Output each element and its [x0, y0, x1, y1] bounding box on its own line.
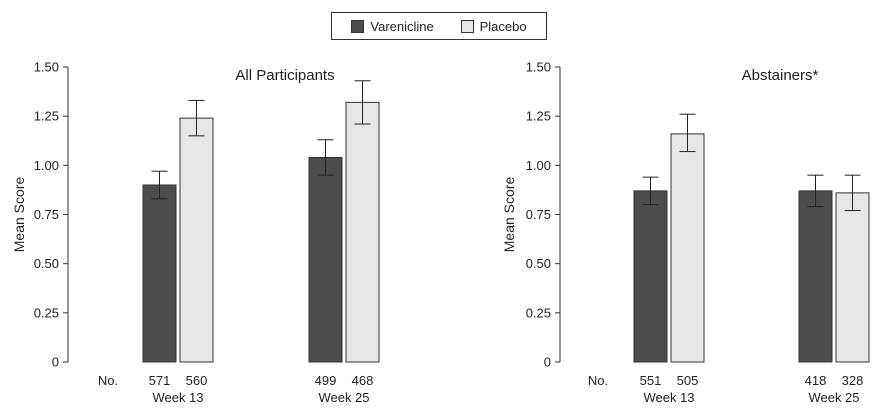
chart-1-n-label: No. — [98, 373, 118, 388]
chart-2-y-axis-label: Mean Score — [501, 177, 517, 253]
chart-2-category-label: Week 13 — [643, 390, 694, 405]
chart-2-title: Abstainers* — [742, 67, 819, 84]
chart-1-y-tick-label: 0.25 — [34, 305, 59, 320]
chart-1-n-value-varenicline: 499 — [315, 373, 337, 388]
chart-1-y-tick-label: 0 — [52, 355, 59, 370]
chart-2-n-value-varenicline: 418 — [805, 373, 827, 388]
chart-1-bar-placebo — [345, 101, 380, 363]
legend-label-placebo: Placebo — [479, 18, 527, 34]
chart-1-title: All Participants — [235, 67, 334, 84]
chart-2-bar-varenicline — [798, 190, 833, 363]
chart-1-y-tick-label: 0.75 — [34, 207, 59, 222]
chart-2-y-tick-label: 1.25 — [526, 109, 551, 124]
chart-legend: Varenicline Placebo — [331, 12, 547, 40]
chart-1-n-value-placebo: 560 — [186, 373, 208, 388]
chart-2-n-value-placebo: 328 — [842, 373, 864, 388]
legend-label-varenicline: Varenicline — [370, 18, 434, 34]
chart-2-category-label: Week 25 — [808, 390, 859, 405]
chart-2-y-tick-label: 0.25 — [526, 305, 551, 320]
chart-2-y-tick-label: 1.00 — [526, 158, 551, 173]
chart-2-y-tick-label: 0.75 — [526, 207, 551, 222]
chart-1-n-value-varenicline: 571 — [149, 373, 171, 388]
legend-swatch-varenicline — [351, 19, 365, 33]
chart-2-n-value-varenicline: 551 — [640, 373, 662, 388]
chart-1-y-tick-label: 1.00 — [34, 158, 59, 173]
chart-1-bar-varenicline — [142, 184, 177, 363]
legend-item-placebo: Placebo — [460, 18, 527, 34]
chart-1-y-axis-label: Mean Score — [11, 177, 27, 253]
chart-2-y-tick-label: 1.50 — [526, 60, 551, 75]
chart-2-bar-placebo — [670, 133, 705, 363]
legend-item-varenicline: Varenicline — [351, 18, 434, 34]
chart-2-y-tick-label: 0.50 — [526, 256, 551, 271]
chart-1-bar-placebo — [179, 117, 214, 363]
chart-1-y-tick-label: 1.25 — [34, 109, 59, 124]
legend-swatch-placebo — [460, 19, 474, 33]
chart-2-bar-varenicline — [633, 190, 668, 363]
chart-2-bar-placebo — [835, 192, 870, 363]
chart-1-n-value-placebo: 468 — [352, 373, 374, 388]
chart-1-category-label: Week 25 — [318, 390, 369, 405]
chart-1-y-tick-label: 1.50 — [34, 60, 59, 75]
chart-1-category-label: Week 13 — [152, 390, 203, 405]
chart-2-n-label: No. — [588, 373, 608, 388]
chart-1-bar-varenicline — [308, 156, 343, 363]
chart-2-n-value-placebo: 505 — [677, 373, 699, 388]
chart-1-y-tick-label: 0.50 — [34, 256, 59, 271]
chart-2-y-tick-label: 0 — [544, 355, 551, 370]
